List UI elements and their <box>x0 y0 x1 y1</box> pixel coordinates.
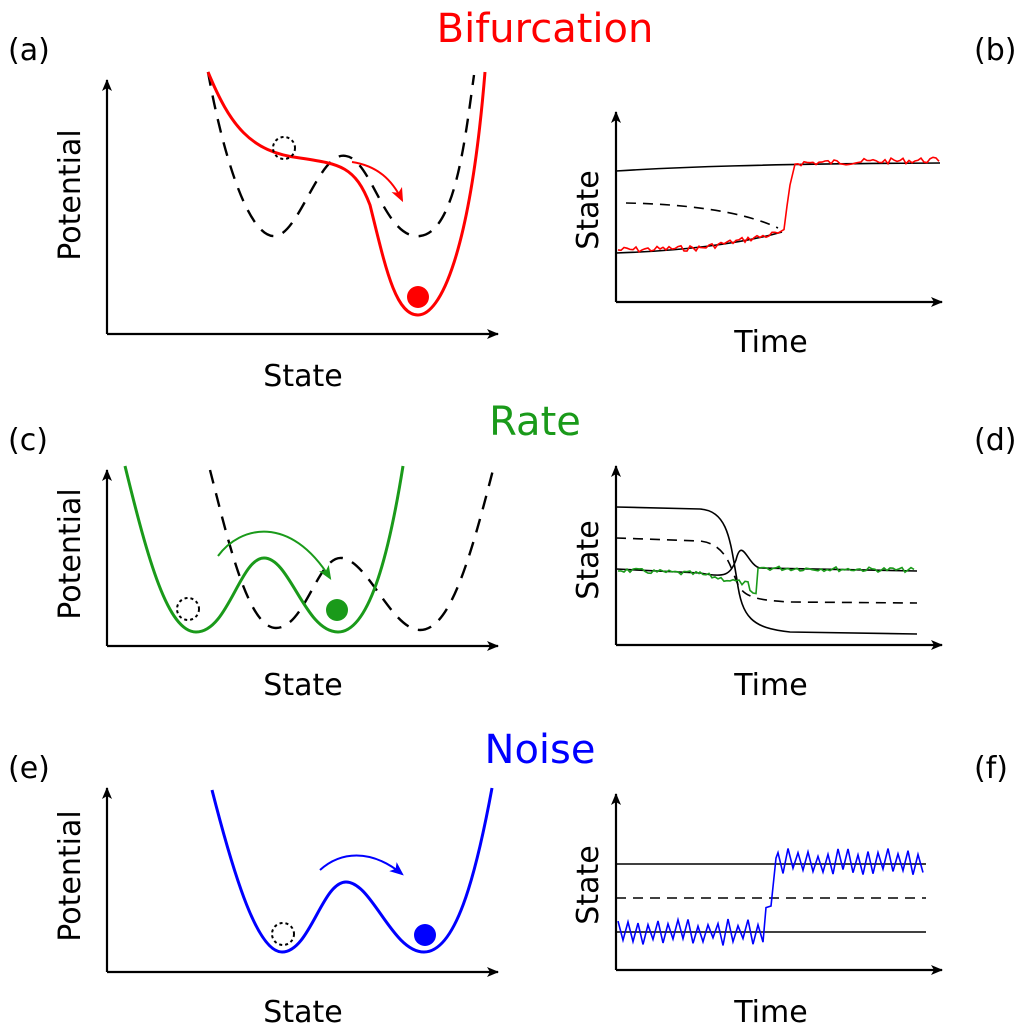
panel-f-timeseries: State Time <box>571 793 943 1030</box>
potential-shifted-curve <box>208 465 496 632</box>
final-state-ball <box>414 924 436 946</box>
transition-arrow <box>351 161 404 203</box>
x-axis-label: State <box>263 359 342 394</box>
state-trajectory <box>617 565 915 595</box>
panel-label-c: (c) <box>8 423 48 458</box>
x-axis-label: Time <box>733 995 807 1030</box>
y-axis-label: State <box>571 170 606 249</box>
panel-e-potential: Potential State <box>53 787 499 1030</box>
panel-d-timeseries: State Time <box>571 465 943 703</box>
potential-after-curve <box>206 71 487 317</box>
panel-label-a: (a) <box>8 33 50 68</box>
final-state-ball <box>326 599 348 621</box>
potential-before-curve <box>206 71 476 238</box>
panel-a-potential: Potential State <box>53 71 499 394</box>
panel-b-timeseries: State Time <box>571 111 943 360</box>
section-title-noise: Noise <box>485 727 596 773</box>
y-axis-label: Potential <box>53 129 88 260</box>
upper-stable-branch <box>615 162 941 172</box>
initial-state-marker <box>272 136 296 160</box>
x-axis-label: State <box>263 995 342 1030</box>
section-title-bifurcation: Bifurcation <box>437 6 654 52</box>
initial-state-marker <box>271 922 295 946</box>
panel-label-b: (b) <box>974 33 1016 68</box>
x-axis-label: Time <box>733 325 807 360</box>
lower-stable-branch <box>615 549 918 576</box>
panel-c-potential: Potential State <box>53 465 499 703</box>
y-axis-label: State <box>571 845 606 924</box>
x-axis-label: State <box>263 668 342 703</box>
panel-label-f: (f) <box>974 751 1008 786</box>
potential-curve <box>210 787 494 954</box>
transition-arrow <box>217 530 332 580</box>
final-state-ball <box>407 286 429 308</box>
y-axis-label: Potential <box>53 810 88 941</box>
section-title-rate: Rate <box>489 399 581 445</box>
y-axis-label: State <box>571 520 606 599</box>
panel-label-e: (e) <box>8 751 50 786</box>
unstable-branch <box>625 202 779 229</box>
transition-arrow <box>319 854 404 876</box>
state-trajectory <box>617 156 940 253</box>
y-axis-label: Potential <box>53 488 88 619</box>
initial-state-marker <box>176 597 200 621</box>
potential-original-curve <box>123 465 405 634</box>
x-axis-label: Time <box>733 668 807 703</box>
panel-label-d: (d) <box>974 423 1016 458</box>
state-trajectory <box>617 848 924 946</box>
